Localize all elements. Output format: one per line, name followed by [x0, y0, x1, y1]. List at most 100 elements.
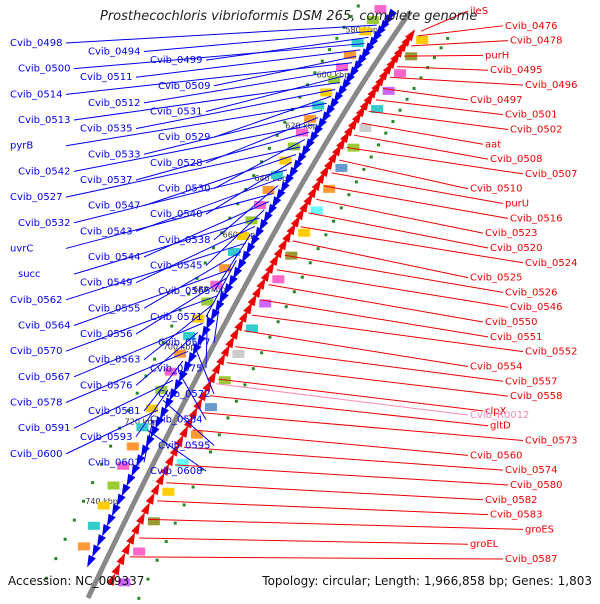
reverse-gene-arrow[interactable] [188, 406, 198, 420]
forward-gene-arrow[interactable] [121, 483, 131, 497]
gene-label-groes[interactable]: groES [525, 524, 554, 535]
reverse-gene-arrow[interactable] [220, 344, 230, 357]
forward-gene-arrow[interactable] [232, 266, 243, 280]
cog-category-box[interactable] [310, 206, 323, 215]
reverse-gene-arrow[interactable] [282, 230, 292, 243]
cog-category-box[interactable] [147, 517, 160, 526]
gene-label-cvib-0516[interactable]: Cvib_0516 [510, 213, 562, 224]
cog-category-box[interactable] [133, 547, 146, 556]
forward-gene-arrow[interactable] [136, 454, 145, 467]
cog-category-box[interactable] [201, 297, 214, 306]
gene-label-cvib-0583[interactable]: Cvib_0583 [490, 510, 542, 521]
gene-label-cvib-0575[interactable]: Cvib_0575 [150, 363, 202, 374]
cog-category-box[interactable] [295, 128, 308, 137]
reverse-gene-arrow[interactable] [290, 215, 301, 228]
reverse-gene-arrow[interactable] [211, 361, 221, 375]
cog-category-box[interactable] [371, 105, 384, 114]
gene-label-pyrb[interactable]: pyrB [10, 141, 33, 152]
forward-gene-arrow[interactable] [92, 544, 101, 558]
gene-label-cvib-0572[interactable]: Cvib_0572 [158, 389, 210, 400]
reverse-gene-arrow[interactable] [141, 502, 150, 515]
gene-label-cvib-0593[interactable]: Cvib_0593 [80, 432, 132, 443]
gene-label-uvrc[interactable]: uvrC [10, 243, 33, 254]
cog-category-box[interactable] [219, 264, 232, 273]
reverse-gene-arrow[interactable] [106, 573, 116, 586]
forward-gene-arrow[interactable] [178, 370, 188, 383]
reverse-gene-arrow[interactable] [344, 124, 354, 137]
gene-label-cvib-0537[interactable]: Cvib_0537 [80, 175, 132, 186]
cog-category-box[interactable] [323, 184, 336, 193]
forward-gene-arrow[interactable] [87, 554, 96, 568]
forward-gene-arrow[interactable] [164, 397, 174, 410]
reverse-gene-arrow[interactable] [299, 200, 309, 213]
cog-category-box[interactable] [245, 324, 258, 333]
cog-category-box[interactable] [366, 16, 379, 25]
reverse-gene-arrow[interactable] [311, 178, 322, 192]
reverse-gene-arrow[interactable] [269, 253, 279, 266]
reverse-gene-arrow[interactable] [243, 302, 253, 315]
gene-label-cvib-0529[interactable]: Cvib_0529 [158, 132, 210, 143]
gene-label-cvib-0542[interactable]: Cvib_0542 [18, 166, 70, 177]
cog-category-box[interactable] [155, 385, 168, 394]
forward-gene-arrow[interactable] [183, 361, 193, 374]
cog-category-box[interactable] [162, 487, 175, 496]
gene-label-cvib-0530[interactable]: Cvib_0530 [158, 184, 210, 195]
gene-label-cvib-0584[interactable]: Cvib_0584 [150, 415, 202, 426]
cog-category-box[interactable] [343, 50, 356, 59]
cog-category-box[interactable] [107, 481, 120, 490]
cog-category-box[interactable] [359, 124, 372, 133]
forward-gene-arrow[interactable] [263, 211, 273, 224]
reverse-gene-arrow[interactable] [150, 482, 160, 496]
gene-label-cvib-0514[interactable]: Cvib_0514 [10, 89, 62, 100]
gene-label-cvib-0497[interactable]: Cvib_0497 [470, 95, 522, 106]
gene-label-cvib-0476[interactable]: Cvib_0476 [505, 21, 557, 32]
cog-category-box[interactable] [312, 101, 325, 110]
forward-gene-arrow[interactable] [155, 416, 165, 429]
gene-label-cvib-0525[interactable]: Cvib_0525 [470, 273, 522, 284]
gene-label-cvib-0544[interactable]: Cvib_0544 [88, 252, 140, 263]
gene-label-cvib-0581[interactable]: Cvib_0581 [88, 406, 140, 417]
gene-label-cvib-0574[interactable]: Cvib_0574 [505, 465, 557, 476]
gene-label-clpx[interactable]: clpX [485, 406, 507, 417]
reverse-gene-arrow[interactable] [174, 434, 184, 448]
forward-gene-arrow[interactable] [301, 145, 311, 158]
reverse-gene-arrow[interactable] [229, 327, 239, 340]
reverse-gene-arrow[interactable] [136, 512, 145, 525]
reverse-gene-arrow[interactable] [315, 171, 326, 184]
gene-label-cvib-0513[interactable]: Cvib_0513 [18, 115, 70, 126]
reverse-gene-arrow[interactable] [145, 492, 155, 505]
reverse-gene-arrow[interactable] [278, 238, 288, 251]
gene-label-cvib-0523[interactable]: Cvib_0523 [485, 228, 537, 239]
reverse-gene-arrow[interactable] [340, 130, 350, 143]
forward-gene-arrow[interactable] [271, 196, 282, 209]
gene-label-cvib-0560[interactable]: Cvib_0560 [470, 450, 522, 461]
gene-label-cvib-0478[interactable]: Cvib_0478 [510, 36, 562, 47]
cog-category-box[interactable] [287, 142, 300, 151]
reverse-gene-arrow[interactable] [286, 222, 296, 236]
gene-label-cvib-0509[interactable]: Cvib_0509 [158, 81, 210, 92]
cog-category-box[interactable] [204, 403, 217, 412]
gene-label-cvib-0511[interactable]: Cvib_0511 [80, 72, 132, 83]
reverse-gene-arrow[interactable] [126, 532, 136, 545]
gene-label-cvib-0527[interactable]: Cvib_0527 [10, 192, 62, 203]
forward-gene-arrow[interactable] [106, 513, 116, 527]
gene-label-cvib-0587[interactable]: Cvib_0587 [505, 554, 557, 565]
cog-category-box[interactable] [394, 69, 407, 78]
reverse-gene-arrow[interactable] [197, 388, 207, 402]
cog-category-box[interactable] [183, 332, 196, 341]
gene-label-cvib-0595[interactable]: Cvib_0595 [158, 440, 210, 451]
forward-gene-arrow[interactable] [150, 425, 160, 439]
gene-label-cvib-0494[interactable]: Cvib_0494 [88, 47, 140, 58]
cog-category-box[interactable] [236, 232, 249, 241]
gene-label-cvib-0538[interactable]: Cvib_0538 [158, 235, 210, 246]
cog-category-box[interactable] [117, 461, 130, 470]
forward-gene-arrow[interactable] [210, 308, 220, 322]
cog-category-box[interactable] [416, 36, 429, 45]
forward-gene-arrow[interactable] [292, 159, 303, 172]
gene-label-groel[interactable]: groEL [470, 539, 499, 550]
forward-gene-arrow[interactable] [102, 523, 111, 537]
forward-gene-arrow[interactable] [280, 181, 290, 194]
cog-category-box[interactable] [259, 299, 272, 308]
reverse-gene-arrow[interactable] [111, 562, 121, 576]
forward-gene-arrow[interactable] [250, 234, 260, 248]
